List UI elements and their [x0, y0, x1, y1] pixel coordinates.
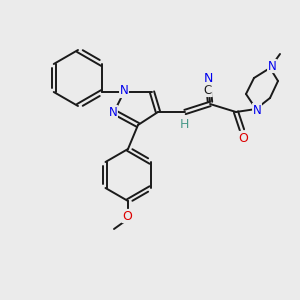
Text: N: N: [120, 85, 128, 98]
Text: O: O: [122, 209, 132, 223]
Text: O: O: [238, 131, 248, 145]
Text: N: N: [203, 71, 213, 85]
Text: H: H: [179, 118, 189, 130]
Text: N: N: [109, 106, 117, 118]
Text: C: C: [204, 83, 212, 97]
Text: N: N: [268, 59, 276, 73]
Text: N: N: [253, 103, 261, 116]
